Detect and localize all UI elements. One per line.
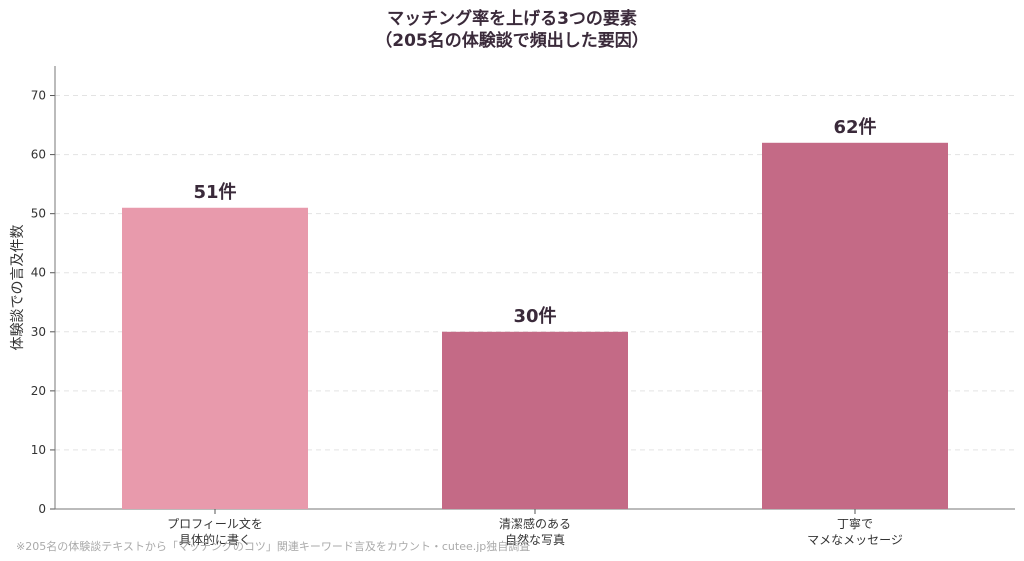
data-label: 51件 [193,181,236,203]
y-axis-label: 体験談での言及件数 [10,225,26,351]
chart-title-line1: マッチング率を上げる3つの要素 [387,9,637,29]
y-tick-label: 30 [31,325,46,339]
data-label: 62件 [833,116,876,138]
y-tick-label: 10 [31,443,46,457]
bar [122,207,308,509]
bar [762,142,948,509]
x-tick-label: 具体的に書く [179,532,251,547]
chart-title-line2: （205名の体験談で頻出した要因） [375,31,649,51]
y-tick-label: 70 [31,89,46,103]
y-tick-label: 0 [38,502,46,516]
y-tick-label: 20 [31,384,46,398]
footnote: ※205名の体験談テキストから「マッチングのコツ」関連キーワード言及をカウント・… [16,540,531,553]
y-tick-label: 60 [31,148,46,162]
chart-title: マッチング率を上げる3つの要素 （205名の体験談で頻出した要因） [0,8,1024,52]
y-tick-label: 40 [31,266,46,280]
x-tick-label: 自然な写真 [505,532,565,547]
x-tick-label: 丁寧で [837,516,873,531]
x-tick-label: プロフィール文を [167,516,263,531]
x-tick-label: 清潔感のある [499,516,571,531]
x-tick-label: マメなメッセージ [807,533,903,547]
data-label: 30件 [513,305,556,327]
bar [442,331,628,509]
y-tick-label: 50 [31,207,46,221]
